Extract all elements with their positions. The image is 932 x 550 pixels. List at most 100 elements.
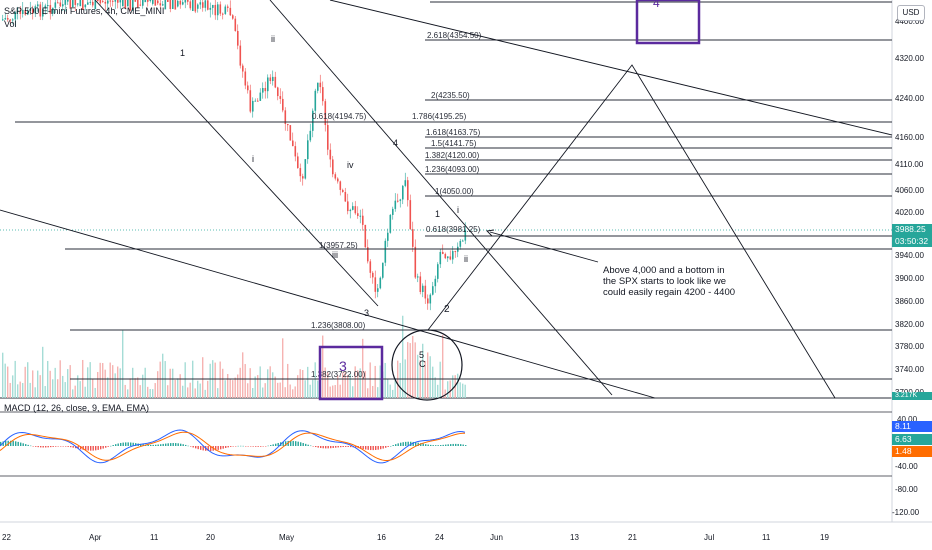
macd-hist-bar (245, 446, 247, 447)
fib-label: 1(4050.00) (435, 187, 474, 196)
volume-bar (429, 356, 431, 398)
candle-body (314, 90, 317, 111)
candle-body (177, 0, 179, 7)
macd-hist-bar (200, 446, 202, 450)
candle-body (217, 4, 219, 16)
volume-bar (2, 352, 4, 398)
target-box-4[interactable] (635, 0, 701, 45)
time-tick: 16 (377, 533, 386, 542)
volume-bar (64, 382, 66, 398)
candle-body (117, 0, 119, 3)
fib-label: 0.618(3981.25) (426, 225, 481, 234)
price-axis[interactable]: 4400.00 4320.00 4240.00 4160.00 4110.00 … (895, 17, 924, 397)
volume-bar (247, 383, 249, 398)
macd-hist-bar (202, 446, 204, 451)
macd-hist-bar (10, 440, 12, 446)
macd-hist-bar (20, 442, 22, 446)
volume-bar (59, 360, 61, 398)
volume-legend[interactable]: Vol (4, 19, 17, 29)
time-tick: 11 (150, 533, 159, 542)
candle-body (279, 96, 282, 99)
candle-body (142, 0, 144, 6)
candle-body (2, 19, 4, 21)
fib-lines[interactable] (15, 1, 892, 380)
macd-hist-bar (95, 446, 97, 451)
volume-bar (399, 362, 401, 398)
wave-label: 1 (435, 209, 440, 219)
fib-label: 1.786(4195.25) (412, 112, 467, 121)
macd-hist-bar (35, 446, 37, 447)
macd-hist-bar (27, 444, 29, 446)
macd-hist-bar (127, 442, 129, 446)
volume-bar (284, 387, 286, 398)
volume-bar (109, 362, 111, 398)
candle-body (144, 0, 147, 3)
currency-button[interactable]: USD (897, 5, 925, 21)
volume-bar (289, 384, 291, 398)
volume-bar (154, 383, 156, 398)
volume-bar (27, 362, 29, 398)
candle-body (317, 82, 319, 91)
candle-body (139, 4, 142, 6)
macd-hist-bar (110, 445, 112, 447)
candle-body (124, 0, 127, 9)
chart-title[interactable]: S&P 500 E-mini Futures, 4h, CME_MINI (4, 6, 165, 16)
volume-bar (264, 383, 266, 398)
macd-hist-bar (17, 441, 19, 446)
macd-hist-bar (390, 445, 392, 447)
volume-bar (297, 375, 299, 398)
candle-body (27, 11, 29, 15)
chart-background (0, 0, 892, 550)
candle-body (189, 1, 192, 9)
hist-badge: 1.48 (892, 446, 932, 457)
macd-hist-bar (142, 444, 144, 446)
candle-body (119, 0, 122, 3)
candle-body (157, 0, 159, 4)
projection-path (427, 64, 836, 399)
macd-axis[interactable]: 40.00 -40.00 -80.00 -120.00 (892, 415, 920, 517)
candle-body (349, 209, 352, 212)
candle-body (169, 0, 172, 10)
volume-bar (44, 386, 46, 398)
candle-body (252, 100, 254, 112)
volume-bar (462, 383, 464, 398)
volume-bar (342, 372, 344, 398)
macd-hist-bar (420, 443, 422, 446)
annotation-arrow-head (486, 229, 495, 237)
candlesticks[interactable] (2, 0, 467, 311)
circle-marker[interactable] (391, 329, 463, 401)
macd-pane[interactable] (0, 411, 892, 477)
candle-body (62, 4, 64, 7)
volume-bar (294, 386, 296, 398)
candle-body (232, 15, 234, 19)
macd-hist-bar (300, 442, 302, 446)
macd-hist-bar (322, 446, 324, 449)
macd-hist-bar (457, 443, 459, 446)
trend-lines[interactable] (0, 0, 893, 399)
candle-body (92, 1, 94, 6)
time-axis[interactable]: 22 Apr 11 20 May 16 24 Jun 13 21 Jul 11 … (2, 533, 829, 542)
macd-hist-bar (102, 446, 104, 449)
target-box-3[interactable] (318, 345, 384, 401)
macd-hist-bar (315, 446, 317, 448)
volume-bar (299, 369, 301, 398)
macd-legend[interactable]: MACD (12, 26, close, 9, EMA, EMA) (4, 403, 150, 413)
time-tick: 11 (762, 533, 771, 542)
macd-hist-bar (395, 444, 397, 446)
macd-hist-bar (250, 446, 252, 447)
macd-hist-bar (125, 442, 127, 446)
macd-hist-bar (30, 445, 32, 447)
macd-hist-bar (40, 446, 42, 448)
candle-body (132, 0, 134, 11)
macd-hist-bar (407, 441, 409, 446)
volume-bar (42, 346, 44, 398)
time-tick: 24 (435, 533, 444, 542)
volume-bar (77, 375, 79, 398)
candle-body (79, 0, 82, 7)
volume-bar (104, 369, 106, 398)
macd-hist-bar (282, 441, 284, 446)
candle-body (442, 251, 444, 254)
macd-hist-bar (370, 446, 372, 451)
macd-hist-bar (307, 444, 309, 446)
